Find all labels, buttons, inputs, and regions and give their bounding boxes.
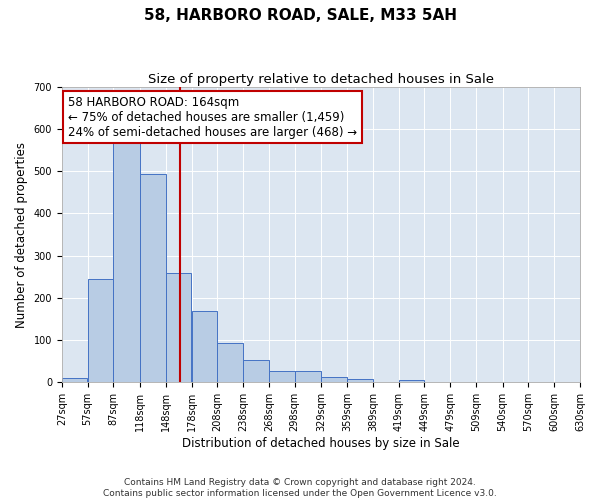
Text: Contains HM Land Registry data © Crown copyright and database right 2024.
Contai: Contains HM Land Registry data © Crown c… <box>103 478 497 498</box>
Text: 58, HARBORO ROAD, SALE, M33 5AH: 58, HARBORO ROAD, SALE, M33 5AH <box>143 8 457 22</box>
Y-axis label: Number of detached properties: Number of detached properties <box>15 142 28 328</box>
Text: 58 HARBORO ROAD: 164sqm
← 75% of detached houses are smaller (1,459)
24% of semi: 58 HARBORO ROAD: 164sqm ← 75% of detache… <box>68 96 357 138</box>
Bar <box>269 371 295 382</box>
Bar <box>88 279 113 382</box>
Title: Size of property relative to detached houses in Sale: Size of property relative to detached ho… <box>148 72 494 86</box>
Bar <box>295 371 321 382</box>
Bar <box>243 360 269 382</box>
Bar <box>322 378 347 382</box>
Bar <box>62 378 88 382</box>
Bar <box>399 380 424 382</box>
Bar <box>217 344 243 382</box>
Bar <box>191 310 217 382</box>
Bar <box>113 140 140 382</box>
Bar <box>347 379 373 382</box>
X-axis label: Distribution of detached houses by size in Sale: Distribution of detached houses by size … <box>182 437 460 450</box>
Bar <box>166 272 191 382</box>
Bar <box>140 174 166 382</box>
